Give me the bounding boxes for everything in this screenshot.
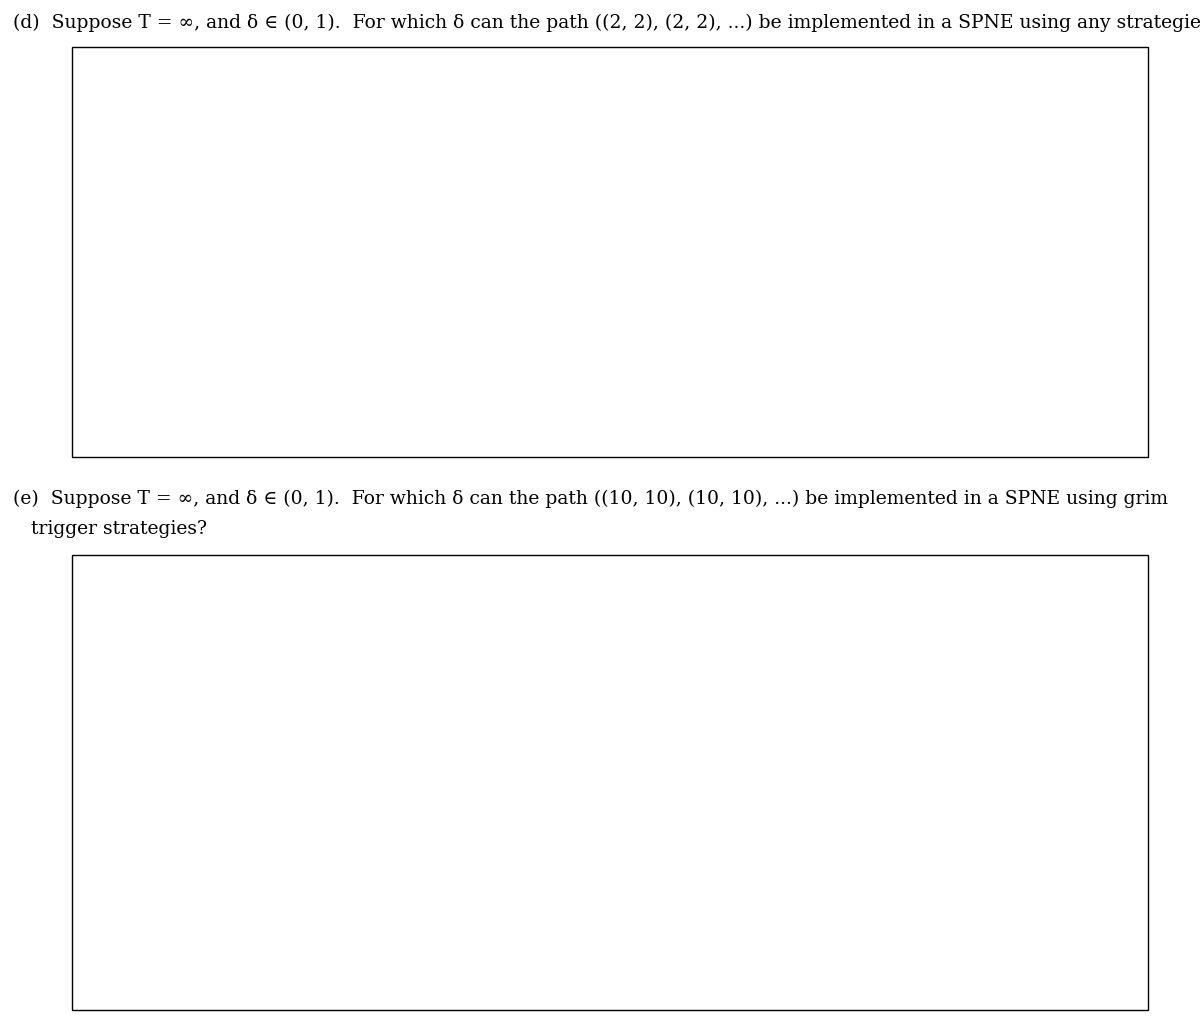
Text: (d)  Suppose Τ = ∞, and δ ∈ (0, 1).  For which δ can the path ((2, 2), (2, 2), .: (d) Suppose Τ = ∞, and δ ∈ (0, 1). For w… xyxy=(13,14,1200,32)
Text: (e)  Suppose Τ = ∞, and δ ∈ (0, 1).  For which δ can the path ((10, 10), (10, 10: (e) Suppose Τ = ∞, and δ ∈ (0, 1). For w… xyxy=(13,490,1168,508)
Bar xyxy=(72,47,1148,457)
Text: trigger strategies?: trigger strategies? xyxy=(31,520,208,538)
Bar xyxy=(72,555,1148,1010)
